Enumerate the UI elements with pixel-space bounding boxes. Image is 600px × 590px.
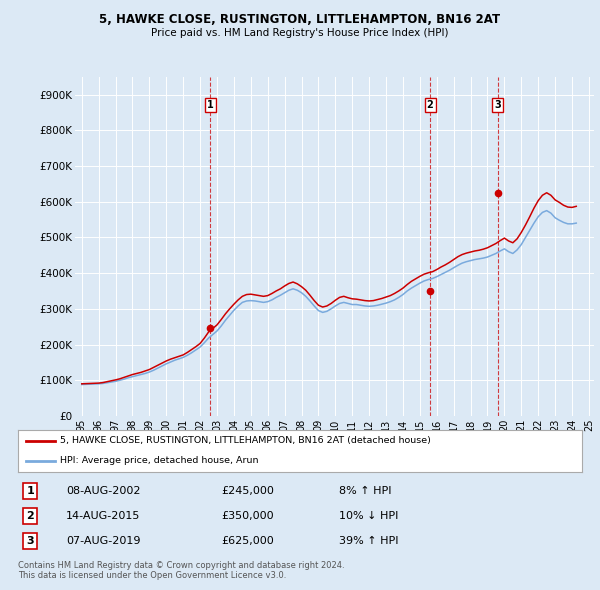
Text: 1: 1 bbox=[207, 100, 214, 110]
Text: HPI: Average price, detached house, Arun: HPI: Average price, detached house, Arun bbox=[60, 457, 259, 466]
Text: 14-AUG-2015: 14-AUG-2015 bbox=[66, 511, 140, 521]
Text: 2: 2 bbox=[427, 100, 433, 110]
Text: 5, HAWKE CLOSE, RUSTINGTON, LITTLEHAMPTON, BN16 2AT (detached house): 5, HAWKE CLOSE, RUSTINGTON, LITTLEHAMPTO… bbox=[60, 436, 431, 445]
Text: 1: 1 bbox=[26, 486, 34, 496]
Text: 8% ↑ HPI: 8% ↑ HPI bbox=[340, 486, 392, 496]
Text: 2: 2 bbox=[26, 511, 34, 521]
Text: £625,000: £625,000 bbox=[221, 536, 274, 546]
Text: 10% ↓ HPI: 10% ↓ HPI bbox=[340, 511, 399, 521]
Text: 07-AUG-2019: 07-AUG-2019 bbox=[66, 536, 140, 546]
Text: 3: 3 bbox=[26, 536, 34, 546]
Text: Price paid vs. HM Land Registry's House Price Index (HPI): Price paid vs. HM Land Registry's House … bbox=[151, 28, 449, 38]
Text: Contains HM Land Registry data © Crown copyright and database right 2024.: Contains HM Land Registry data © Crown c… bbox=[18, 560, 344, 569]
Text: 08-AUG-2002: 08-AUG-2002 bbox=[66, 486, 140, 496]
Text: £350,000: £350,000 bbox=[221, 511, 274, 521]
Text: £245,000: £245,000 bbox=[221, 486, 274, 496]
Text: 3: 3 bbox=[494, 100, 501, 110]
Text: This data is licensed under the Open Government Licence v3.0.: This data is licensed under the Open Gov… bbox=[18, 571, 286, 580]
Text: 39% ↑ HPI: 39% ↑ HPI bbox=[340, 536, 399, 546]
Text: 5, HAWKE CLOSE, RUSTINGTON, LITTLEHAMPTON, BN16 2AT: 5, HAWKE CLOSE, RUSTINGTON, LITTLEHAMPTO… bbox=[100, 13, 500, 26]
